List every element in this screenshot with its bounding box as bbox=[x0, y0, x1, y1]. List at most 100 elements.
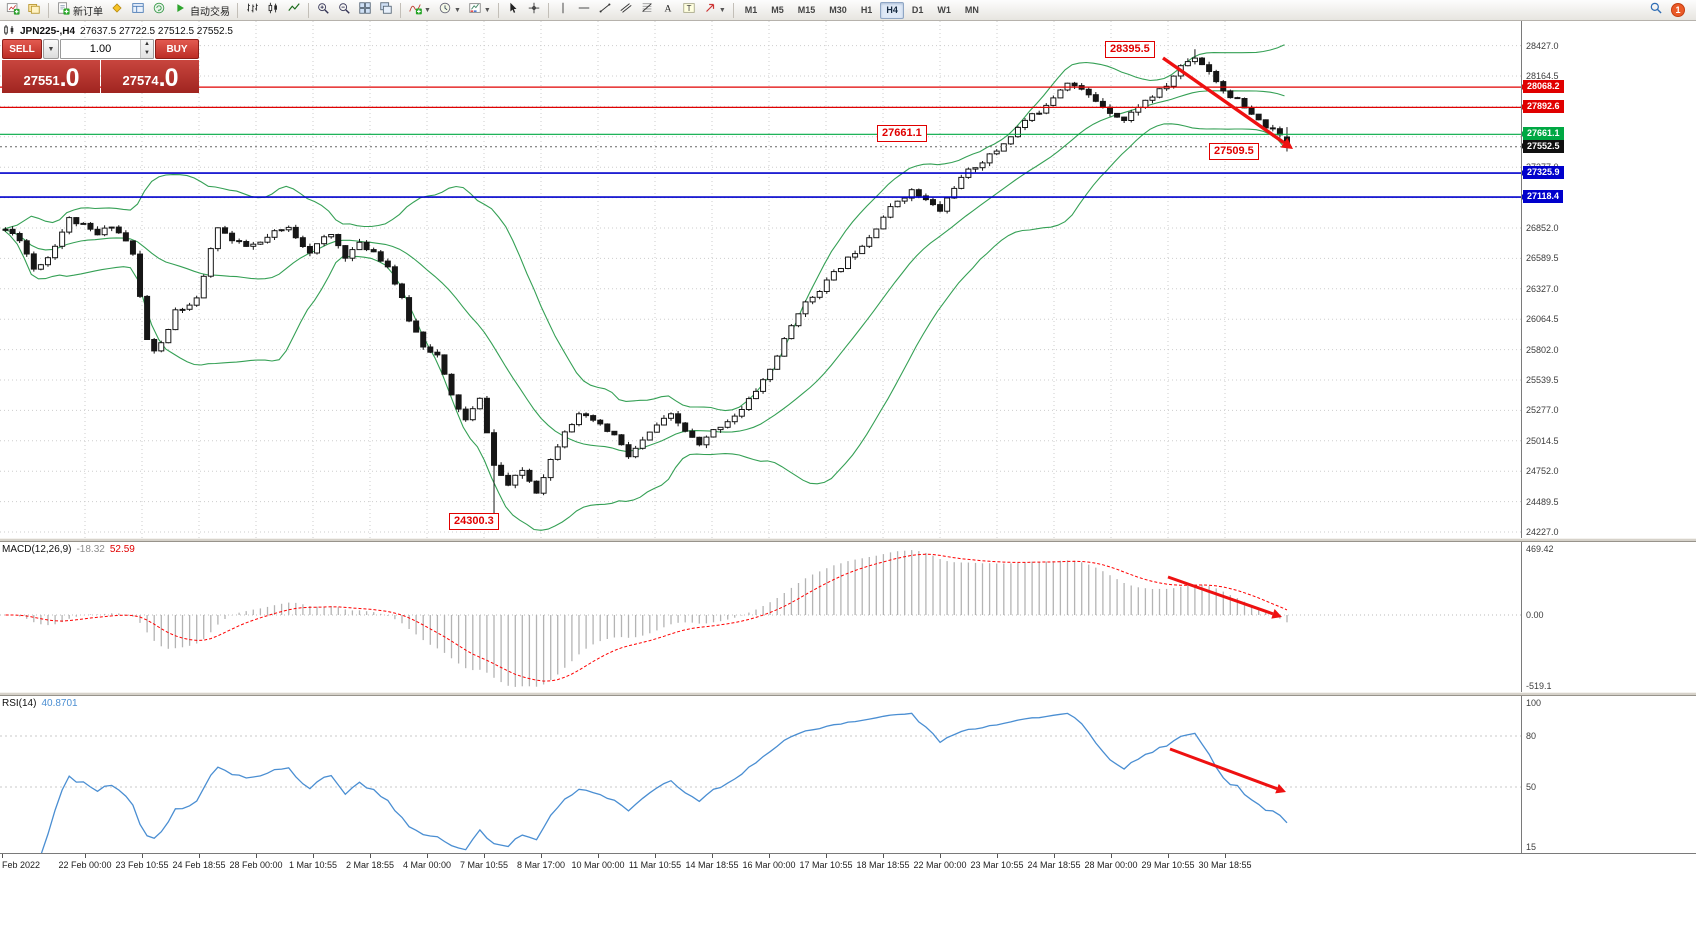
price-line-badge: 27661.1 bbox=[1522, 127, 1564, 141]
rsi-tick-label: 50 bbox=[1526, 782, 1537, 792]
indicators-add-button[interactable]: ▼ bbox=[405, 1, 434, 19]
rsi-tick-label: 100 bbox=[1526, 698, 1542, 708]
candle-chart-button[interactable] bbox=[263, 1, 283, 19]
rsi-canvas bbox=[0, 712, 1521, 853]
mql-wizard-button[interactable] bbox=[107, 1, 127, 19]
new-order-button[interactable]: 新订单 bbox=[53, 1, 106, 19]
time-tick bbox=[883, 854, 884, 858]
cursor-button[interactable] bbox=[503, 1, 523, 19]
volume-increase-button[interactable]: ▲ bbox=[144, 41, 150, 47]
bar-chart-icon bbox=[245, 1, 259, 20]
buy-button[interactable]: BUY bbox=[155, 39, 199, 59]
volume-input[interactable] bbox=[61, 40, 140, 58]
panel-separator[interactable] bbox=[0, 692, 1696, 696]
buy-price: 27574 bbox=[122, 73, 159, 88]
time-label: 30 Mar 18:55 bbox=[1198, 860, 1252, 870]
time-label: 16 Mar 00:00 bbox=[742, 860, 796, 870]
price-axis[interactable]: 28427.028164.527902.027639.527377.027114… bbox=[1521, 21, 1696, 538]
autotrading-button[interactable]: 自动交易 bbox=[170, 1, 233, 19]
volume-stepper: ▲ ▼ bbox=[140, 40, 153, 58]
macd-axis[interactable]: 469.42 0.00 -519.1 bbox=[1521, 542, 1696, 692]
search-button[interactable] bbox=[1646, 1, 1666, 19]
notification-badge[interactable]: 1 bbox=[1671, 3, 1685, 17]
macd-tick-label: 0.00 bbox=[1526, 609, 1544, 620]
macd-main-value: -18.32 bbox=[76, 544, 105, 555]
zoom-out-button[interactable] bbox=[334, 1, 354, 19]
zoom-in-button[interactable] bbox=[313, 1, 333, 19]
volume-dropdown-button[interactable]: ▼ bbox=[43, 39, 59, 59]
crosshair-button[interactable] bbox=[524, 1, 544, 19]
cascade-windows-button[interactable] bbox=[376, 1, 396, 19]
tf-w1-button[interactable]: W1 bbox=[937, 5, 951, 15]
tf-m5-button[interactable]: M5 bbox=[771, 5, 784, 15]
macd-canvas bbox=[0, 550, 1521, 687]
panel-separator[interactable] bbox=[0, 538, 1696, 542]
time-tick bbox=[1225, 854, 1226, 858]
rsi-tick-label: 15 bbox=[1526, 841, 1537, 852]
macd-signal-value: 52.59 bbox=[109, 544, 135, 555]
sell-button[interactable]: SELL bbox=[2, 39, 42, 59]
search-icon bbox=[1649, 1, 1663, 20]
templates-button[interactable]: ▼ bbox=[465, 1, 494, 19]
profiles-button[interactable] bbox=[24, 1, 44, 19]
time-tick bbox=[997, 854, 998, 858]
autotrading-icon bbox=[173, 1, 187, 20]
tf-h1-button[interactable]: H1 bbox=[860, 5, 873, 15]
horizontal-line-button[interactable] bbox=[574, 1, 594, 19]
toolbar-separator bbox=[547, 2, 549, 18]
price-chart[interactable]: JPN225-,H4 27637.5 27722.5 27512.5 27552… bbox=[0, 21, 1521, 538]
price-line-badge: 27325.9 bbox=[1522, 166, 1564, 180]
time-label: 7 Mar 10:55 bbox=[459, 860, 509, 870]
tf-m15-button[interactable]: M15 bbox=[797, 5, 816, 15]
vertical-line-button[interactable] bbox=[553, 1, 573, 19]
new-chart-button[interactable] bbox=[3, 1, 23, 19]
price-line-badge: 27118.4 bbox=[1522, 190, 1564, 204]
chart-symbol-header: JPN225-,H4 27637.5 27722.5 27512.5 27552… bbox=[3, 24, 233, 39]
time-tick bbox=[655, 854, 656, 858]
buy-price-panel[interactable]: 27574.0 bbox=[101, 60, 199, 93]
tf-m1-button[interactable]: M1 bbox=[744, 5, 758, 15]
refresh-button[interactable] bbox=[149, 1, 169, 19]
cascade-windows-icon bbox=[379, 1, 393, 20]
line-chart-icon bbox=[287, 1, 301, 20]
timeframe-toolbar: M1 M5 M15 M30 H1 H4 D1 W1 MN bbox=[738, 1, 986, 19]
time-label: 18 Mar 18:55 bbox=[856, 860, 910, 870]
periods-icon bbox=[438, 1, 452, 20]
price-tick-label: 25539.5 bbox=[1526, 374, 1559, 385]
tf-h4-button[interactable]: H4 bbox=[880, 1, 904, 19]
text-label-button[interactable]: T bbox=[679, 1, 699, 19]
templates-icon bbox=[468, 1, 482, 20]
time-tick bbox=[370, 854, 371, 858]
channel-button[interactable] bbox=[616, 1, 636, 19]
line-chart-button[interactable] bbox=[284, 1, 304, 19]
arrows-button[interactable]: ▼ bbox=[700, 1, 729, 19]
time-tick bbox=[142, 854, 143, 858]
time-tick bbox=[769, 854, 770, 858]
rsi-label: RSI(14) 40.8701 bbox=[2, 698, 78, 709]
rsi-axis[interactable]: 100 80 50 15 bbox=[1521, 696, 1696, 853]
rsi-panel[interactable]: RSI(14) 40.8701 bbox=[0, 696, 1521, 853]
fibonacci-button[interactable] bbox=[637, 1, 657, 19]
channel-icon bbox=[619, 1, 633, 20]
toolbar-separator bbox=[237, 2, 238, 18]
text-label-icon: T bbox=[682, 1, 696, 20]
time-label: 23 Feb 10:55 bbox=[115, 860, 169, 870]
tf-mn-button[interactable]: MN bbox=[964, 5, 979, 15]
time-axis[interactable]: Feb 2022 22 Feb 00:00 23 Feb 10:55 24 Feb 1… bbox=[0, 853, 1696, 876]
sell-price-fraction: .0 bbox=[59, 64, 80, 92]
sell-price-panel[interactable]: 27551.0 bbox=[2, 60, 100, 93]
trendline-icon bbox=[598, 1, 612, 20]
tf-m30-button[interactable]: M30 bbox=[829, 5, 847, 15]
tf-d1-button[interactable]: D1 bbox=[911, 5, 924, 15]
volume-decrease-button[interactable]: ▼ bbox=[144, 50, 150, 56]
text-button[interactable]: A bbox=[658, 1, 678, 19]
time-label: 8 Mar 17:00 bbox=[516, 860, 566, 870]
time-tick bbox=[541, 854, 542, 858]
price-tick-label: 26852.0 bbox=[1526, 222, 1559, 233]
periods-button[interactable]: ▼ bbox=[435, 1, 464, 19]
data-window-button[interactable] bbox=[128, 1, 148, 19]
trendline-button[interactable] bbox=[595, 1, 615, 19]
macd-panel[interactable]: MACD(12,26,9) -18.32 52.59 bbox=[0, 542, 1521, 692]
bar-chart-button[interactable] bbox=[242, 1, 262, 19]
tile-windows-button[interactable] bbox=[355, 1, 375, 19]
